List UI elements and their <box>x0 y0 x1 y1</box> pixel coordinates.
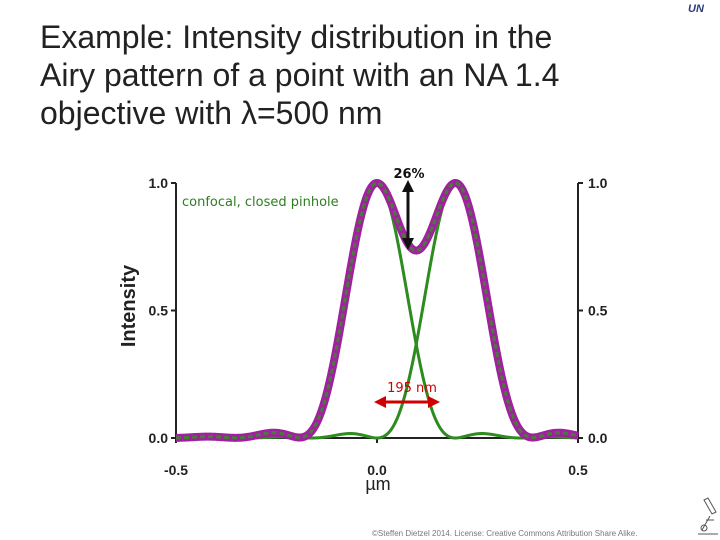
pinhole-label: confocal, closed pinhole <box>182 195 339 210</box>
sum-curve <box>175 181 579 440</box>
y-tick-label-left: 1.0 <box>149 175 169 191</box>
axis-ticks: 1.00.50.01.00.50.0-0.5 0.0 0.5 <box>149 175 608 478</box>
microscope-icon <box>698 497 718 535</box>
sum-curve-halo <box>173 179 581 442</box>
separation-label: 195 nm <box>387 381 437 396</box>
x-tick-label: 0.5 <box>568 462 588 478</box>
y-tick-label-right: 0.5 <box>588 303 608 319</box>
y-tick-label-right: 1.0 <box>588 175 608 191</box>
title-line-2: Airy pattern of a point with an NA 1.4 <box>40 57 560 93</box>
logo-text: UN <box>688 3 704 15</box>
x-tick-label: -0.5 <box>164 462 188 478</box>
separation-arrow <box>374 396 440 408</box>
y-tick-label-left: 0.5 <box>149 303 169 319</box>
dip-label: 26% <box>393 167 424 182</box>
copyright-notice: ©Steffen Dietzel 2014. License: Creative… <box>372 529 638 538</box>
slide-title: Example: Intensity distribution in the A… <box>40 18 660 132</box>
y-tick-label-left: 0.0 <box>149 430 169 446</box>
title-line-1: Example: Intensity distribution in the <box>40 19 553 55</box>
psf-curve-right <box>175 181 579 440</box>
x-axis-title: µm <box>365 474 390 494</box>
y-tick-label-right: 0.0 <box>588 430 608 446</box>
dip-arrow <box>402 180 414 250</box>
x-tick-label: 0.0 <box>367 462 387 478</box>
title-line-3: objective with λ=500 nm <box>40 95 383 131</box>
psf-curve-left <box>175 181 579 440</box>
y-axis-title: Intensity <box>118 264 140 347</box>
